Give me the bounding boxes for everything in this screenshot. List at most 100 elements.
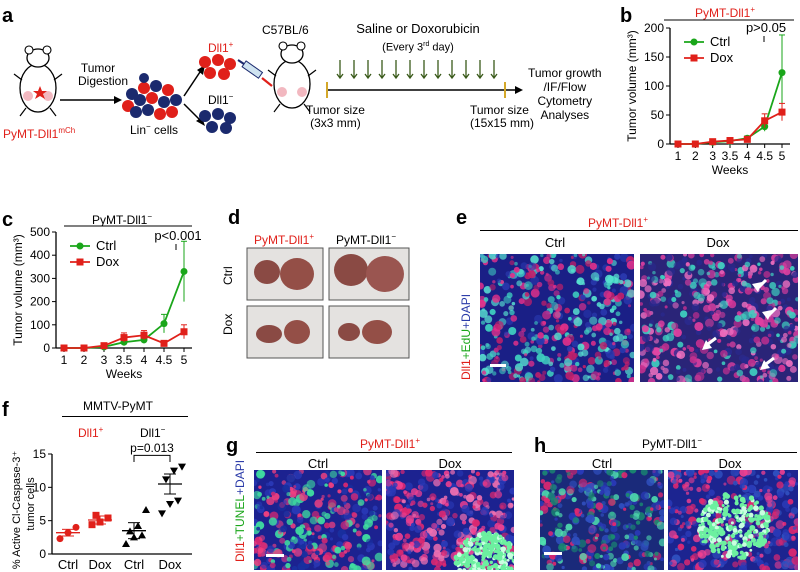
panel-g-label: g (226, 435, 239, 457)
data-point (778, 69, 786, 77)
data-point (174, 497, 182, 505)
x-axis-label: Weeks (712, 163, 748, 177)
micrograph-texture (480, 254, 634, 382)
legend-label: Dox (710, 50, 734, 65)
panel-f-group: MMTV-PyMT (83, 399, 153, 413)
legend-marker (690, 54, 698, 62)
panel-g-stain: Dll1+TUNEL+DAPI (233, 459, 247, 562)
micrograph-texture (386, 470, 514, 570)
panel-d-label: d (228, 207, 241, 229)
data-point (743, 135, 751, 143)
mouse-2-icon (267, 41, 317, 113)
data-point (166, 501, 174, 508)
data-point (80, 344, 88, 352)
y-tick-label: 100 (30, 318, 50, 332)
micrograph-h-ctrl (540, 470, 664, 570)
panel-e-group-line (480, 230, 798, 231)
micrograph-texture (640, 254, 798, 382)
panel-c-group: PyMT-Dll1− (91, 212, 153, 227)
panel-d-col2: PyMT-Dll1− (336, 232, 397, 247)
x-tick-label: 1 (675, 149, 682, 163)
chart-b: 0 50 100 150 200 1 2 3 3.5 4 4.5 5 Weeks Tumor volume… (625, 19, 794, 177)
dll1-pos-cells (199, 54, 236, 80)
y-tick-label: 100 (644, 79, 664, 93)
panel-e-col1: Ctrl (544, 235, 566, 250)
chart-c: 0 100 200 300 400 500 1 2 3 3.5 4 4.5 5 Weeks Tumor vo… (11, 225, 202, 381)
data-point (138, 531, 146, 539)
y-tick-label: 10 (33, 480, 47, 494)
data-point (160, 339, 168, 347)
y-tick-label: 0 (657, 137, 664, 151)
data-point (691, 140, 699, 148)
y-tick-label: 500 (30, 225, 50, 239)
panel-f-group-line (62, 416, 188, 417)
x-tick-label: 4.5 (756, 149, 773, 163)
data-point (726, 137, 734, 145)
chart-f: 0 5 10 15 Ctrl Dox Ctrl Dox % Active Cl-Caspase-… (11, 441, 192, 572)
y-tick-label: 300 (30, 271, 50, 285)
data-point (180, 328, 188, 336)
tumor-photos (246, 247, 410, 359)
panel-f-label: f (2, 399, 9, 421)
panel-h-group-line (545, 452, 797, 453)
x-tick-label: Ctrl (58, 557, 78, 572)
panel-e-group: PyMT-Dll1+ (587, 215, 649, 230)
size-start-label: Tumor size (3x3 mm) (306, 103, 365, 130)
x-tick-label: Dox (88, 557, 112, 572)
panel-a-schematic (13, 41, 523, 134)
strain-label: C57BL/6 (262, 23, 309, 37)
mouse-1-icon (13, 45, 63, 117)
y-axis-label: % Active Cl-Caspase-3⁺ (11, 451, 23, 569)
x-tick-label: 2 (81, 353, 88, 367)
x-tick-label: 3.5 (116, 353, 133, 367)
y-axis-label-2: tumor cells (25, 477, 37, 531)
x-tick-label: 3 (709, 149, 716, 163)
data-point (778, 108, 786, 116)
data-point (104, 514, 112, 522)
panel-f-sub1: Dll1+ (78, 425, 104, 440)
p-value: p<0.001 (154, 228, 201, 243)
significance-bracket (133, 454, 171, 462)
x-tick-label: 3.5 (722, 149, 739, 163)
y-tick-label: 15 (33, 447, 47, 461)
panel-g-group: PyMT-Dll1+ (359, 436, 421, 451)
y-tick-label: 400 (30, 248, 50, 262)
panel-d-row2: Dox (221, 313, 235, 335)
p-value: p>0.05 (746, 20, 786, 35)
x-axis-label: Weeks (106, 367, 142, 381)
data-point (142, 506, 150, 513)
legend-label: Dox (96, 254, 120, 269)
data-point (140, 331, 148, 339)
data-point (709, 138, 717, 146)
panel-h-col1: Ctrl (591, 456, 613, 471)
panel-f-sub2: Dll1− (140, 425, 166, 440)
data-point (72, 523, 80, 531)
panel-h-label: h (534, 435, 547, 457)
micrograph-h-dox (668, 470, 798, 570)
panel-b-label: b (620, 5, 633, 27)
data-point (178, 463, 186, 471)
x-tick-label: 1 (61, 353, 68, 367)
scale-bar (490, 364, 506, 367)
x-tick-label: 5 (181, 353, 188, 367)
x-tick-label: 4.5 (156, 353, 173, 367)
legend-marker (76, 242, 84, 250)
size-end-label: Tumor size (15x15 mm) (470, 103, 535, 130)
panel-a-label: a (2, 5, 14, 27)
y-tick-label: 0 (39, 547, 46, 561)
panel-h-col2: Dox (718, 456, 742, 471)
data-point (162, 476, 170, 484)
series-line-ctrl (678, 72, 783, 145)
micrograph-e-ctrl (480, 254, 634, 382)
panel-g-group-line (256, 452, 512, 453)
panel-e-stain: Dll1+EdU+DAPI (459, 293, 473, 380)
dll1-pos-label: Dll1+ (208, 40, 234, 55)
panel-g-col1: Ctrl (307, 456, 329, 471)
y-tick-label: 0 (43, 341, 50, 355)
data-point (92, 511, 100, 519)
data-point (761, 117, 769, 125)
x-tick-label: 4 (744, 149, 751, 163)
syringe-icon (237, 59, 273, 87)
p-value: p=0.013 (130, 441, 174, 455)
treatment-label: Saline or Doxorubicin (356, 21, 480, 36)
